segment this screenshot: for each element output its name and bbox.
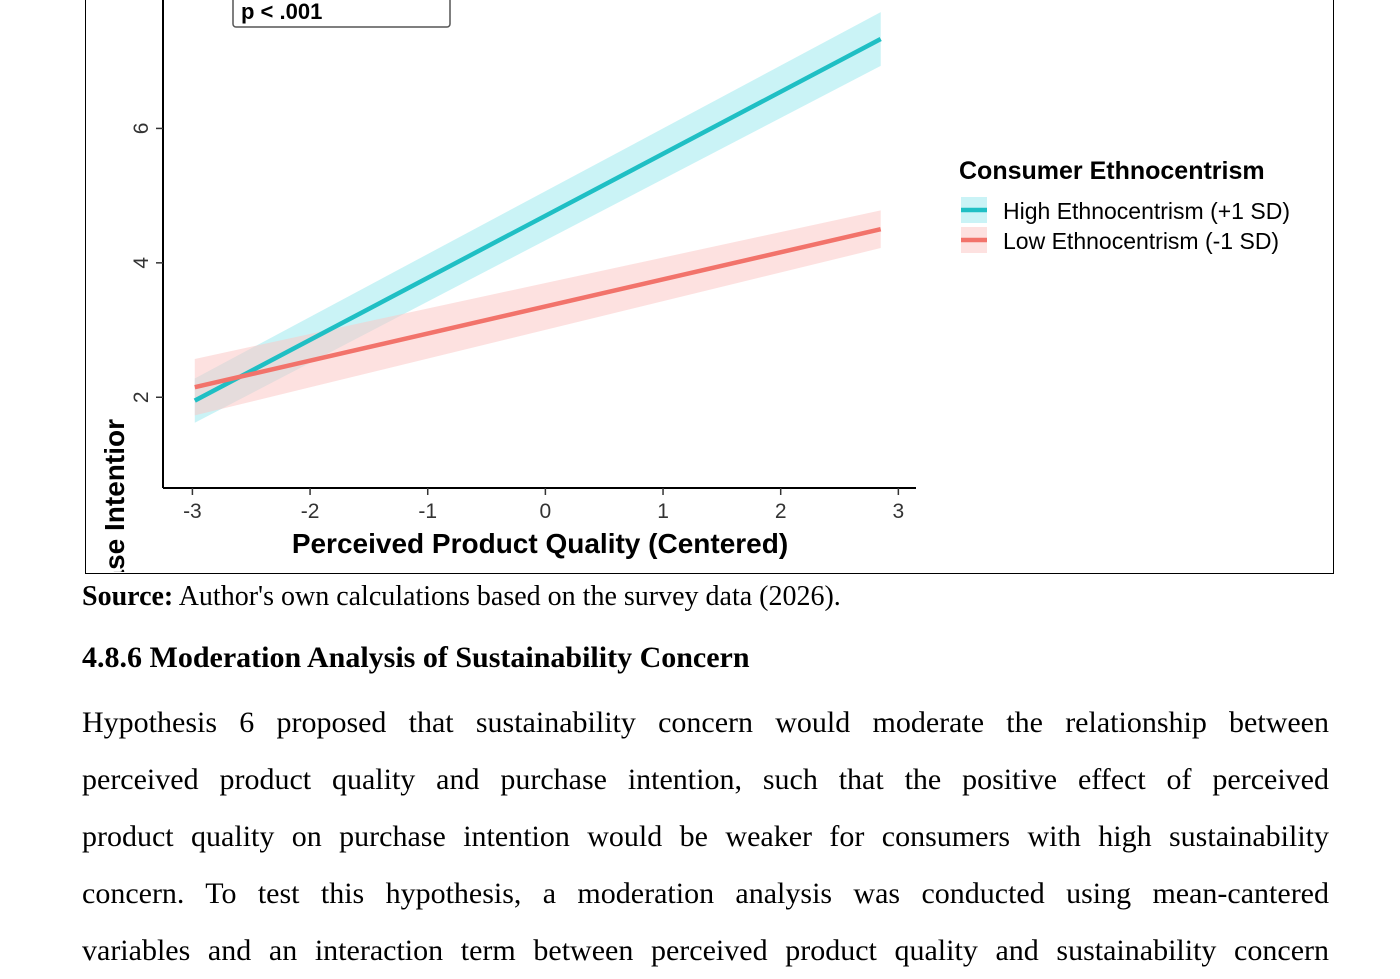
y-tick-label: 2: [130, 391, 153, 403]
x-tick-label: 1: [657, 500, 669, 523]
annotation-text: p < .001: [241, 0, 322, 24]
confidence-band-low: [194, 210, 881, 416]
figure-frame: -3 -2 -1 0 1 2 3 2 4 6 Perceived Product Quality …: [85, 0, 1334, 574]
paragraph-line: perceived product quality and purchase i…: [82, 763, 1329, 796]
paragraph-line: product quality on purchase intention wo…: [82, 820, 1329, 853]
y-tick-label: 4: [130, 257, 153, 269]
annotation-box: p < .001: [232, 0, 451, 28]
y-tick-label: 6: [130, 123, 153, 135]
source-label: Source:: [82, 581, 174, 612]
paragraph-line: Hypothesis 6 proposed that sustainabilit…: [82, 706, 1329, 739]
section-heading: 4.8.6 Moderation Analysis of Sustainabil…: [82, 641, 750, 674]
x-tick-label: -1: [418, 500, 437, 523]
ticks: -3 -2 -1 0 1 2 3 2 4 6: [130, 123, 904, 523]
series-lines: [193, 37, 882, 403]
legend: Consumer Ethnocentrism High Ethnocentris…: [959, 157, 1290, 254]
annotation-frame: [232, 0, 451, 28]
legend-items: High Ethnocentrism (+1 SD) Low Ethnocentr…: [961, 197, 1290, 254]
paragraph-line: variables and an interaction term betwee…: [82, 934, 1329, 967]
y-axis-title: Predicted Purchase Intentior: [99, 419, 130, 572]
x-tick-label: 0: [540, 500, 552, 523]
x-tick-label: -2: [301, 500, 320, 523]
legend-label: Low Ethnocentrism (-1 SD): [1003, 228, 1279, 254]
x-tick-label: 3: [893, 500, 905, 523]
x-axis-title: Perceived Product Quality (Centered): [292, 528, 788, 559]
series-line-high: [193, 37, 882, 403]
x-tick-label: -3: [183, 500, 202, 523]
series-line-low: [194, 227, 882, 390]
interaction-chart: -3 -2 -1 0 1 2 3 2 4 6 Perceived Product Quality …: [99, 0, 1290, 572]
x-tick-label: 2: [775, 500, 787, 523]
legend-title: Consumer Ethnocentrism: [959, 157, 1265, 185]
figure-source: Source: Author's own calculations based …: [82, 580, 841, 614]
paragraph-line: concern. To test this hypothesis, a mode…: [82, 877, 1329, 910]
axes: [162, 0, 916, 489]
source-text: Author's own calculations based on the s…: [173, 581, 841, 612]
legend-label: High Ethnocentrism (+1 SD): [1003, 198, 1290, 224]
body-paragraph: Hypothesis 6 proposed that sustainabilit…: [82, 694, 1329, 979]
